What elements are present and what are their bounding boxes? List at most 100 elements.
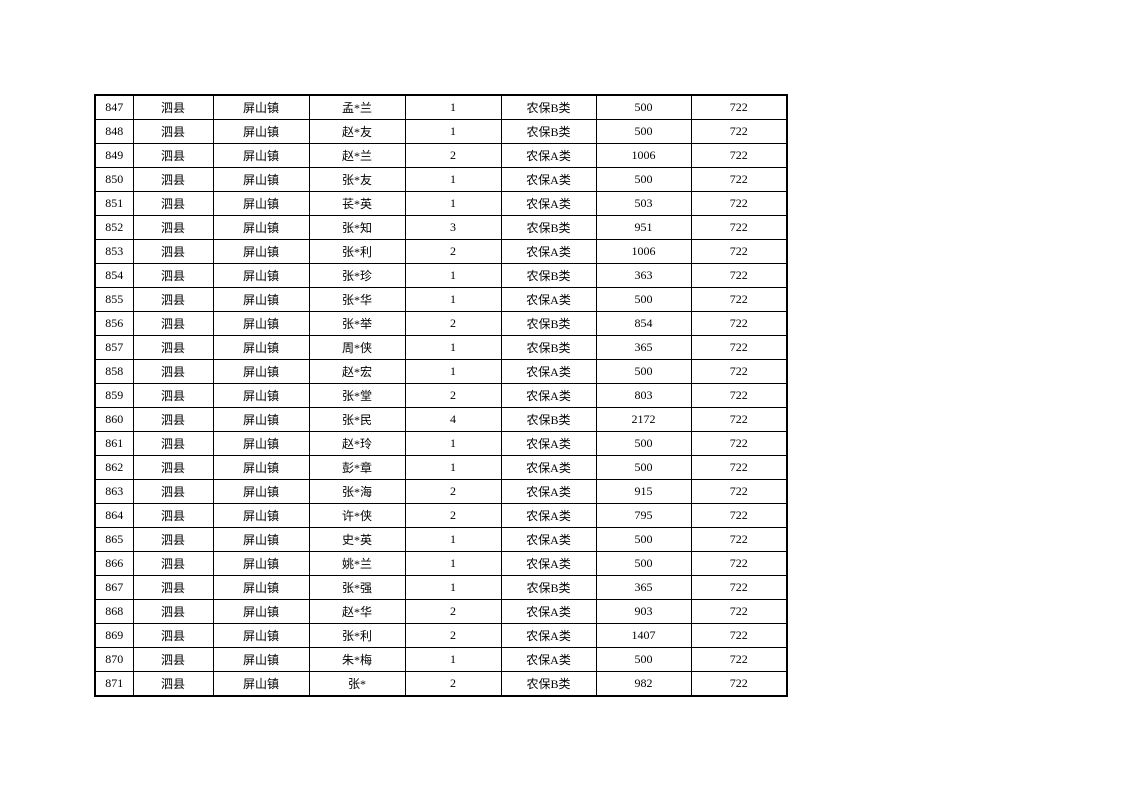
table-cell: 屏山镇 xyxy=(212,191,310,216)
table-cell: 503 xyxy=(595,191,692,216)
table-cell: 农保A类 xyxy=(500,647,597,672)
table-cell: 722 xyxy=(690,94,788,120)
table-cell: 泗县 xyxy=(132,407,214,432)
table-row: 867 泗县 屏山镇 张*强 1 农保B类 365 722 xyxy=(94,575,788,600)
table-cell: 1 xyxy=(404,551,502,576)
table-cell: 500 xyxy=(595,287,692,312)
table-cell: 屏山镇 xyxy=(212,94,310,120)
table-cell: 722 xyxy=(690,359,788,384)
table-cell: 1 xyxy=(404,575,502,600)
table-cell: 农保B类 xyxy=(500,311,597,336)
table-cell: 722 xyxy=(690,119,788,144)
table-cell: 农保A类 xyxy=(500,143,597,168)
table-row: 861 泗县 屏山镇 赵*玲 1 农保A类 500 722 xyxy=(94,431,788,456)
table-cell: 屏山镇 xyxy=(212,143,310,168)
table-cell: 屏山镇 xyxy=(212,647,310,672)
table-cell: 朱*梅 xyxy=(308,647,406,672)
table-cell: 泗县 xyxy=(132,479,214,504)
table-cell: 农保A类 xyxy=(500,383,597,408)
table-cell: 1 xyxy=(404,191,502,216)
table-cell: 赵*友 xyxy=(308,119,406,144)
table-cell: 1 xyxy=(404,167,502,192)
table-cell: 803 xyxy=(595,383,692,408)
table-cell: 泗县 xyxy=(132,311,214,336)
table-cell: 864 xyxy=(94,503,134,528)
table-cell: 屏山镇 xyxy=(212,527,310,552)
table-cell: 张*民 xyxy=(308,407,406,432)
table-cell: 722 xyxy=(690,215,788,240)
table-cell: 农保B类 xyxy=(500,407,597,432)
table-cell: 农保A类 xyxy=(500,431,597,456)
table-cell: 屏山镇 xyxy=(212,575,310,600)
table-cell: 张* xyxy=(308,671,406,697)
table-row: 849 泗县 屏山镇 赵*兰 2 农保A类 1006 722 xyxy=(94,143,788,168)
table-cell: 张*举 xyxy=(308,311,406,336)
table-row: 870 泗县 屏山镇 朱*梅 1 农保A类 500 722 xyxy=(94,647,788,672)
table-cell: 868 xyxy=(94,599,134,624)
table-cell: 869 xyxy=(94,623,134,648)
table-cell: 500 xyxy=(595,119,692,144)
table-cell: 1006 xyxy=(595,143,692,168)
table-cell: 848 xyxy=(94,119,134,144)
table-cell: 农保A类 xyxy=(500,191,597,216)
table-row: 852 泗县 屏山镇 张*知 3 农保B类 951 722 xyxy=(94,215,788,240)
table-cell: 农保B类 xyxy=(500,119,597,144)
table-cell: 2 xyxy=(404,383,502,408)
table-cell: 泗县 xyxy=(132,335,214,360)
table-cell: 泗县 xyxy=(132,287,214,312)
table-cell: 1 xyxy=(404,263,502,288)
table-cell: 1 xyxy=(404,527,502,552)
table-cell: 农保B类 xyxy=(500,671,597,697)
table-cell: 泗县 xyxy=(132,167,214,192)
table-row: 854 泗县 屏山镇 张*珍 1 农保B类 363 722 xyxy=(94,263,788,288)
table-cell: 722 xyxy=(690,503,788,528)
table-cell: 农保A类 xyxy=(500,239,597,264)
table-cell: 722 xyxy=(690,407,788,432)
table-row: 847 泗县 屏山镇 孟*兰 1 农保B类 500 722 xyxy=(94,94,788,120)
table-cell: 365 xyxy=(595,335,692,360)
table-cell: 867 xyxy=(94,575,134,600)
table-cell: 农保A类 xyxy=(500,623,597,648)
table-cell: 856 xyxy=(94,311,134,336)
table-cell: 500 xyxy=(595,527,692,552)
table-cell: 1 xyxy=(404,287,502,312)
table-cell: 屏山镇 xyxy=(212,383,310,408)
table-cell: 赵*华 xyxy=(308,599,406,624)
table-cell: 张*友 xyxy=(308,167,406,192)
table-cell: 857 xyxy=(94,335,134,360)
table-cell: 500 xyxy=(595,94,692,120)
table-cell: 860 xyxy=(94,407,134,432)
table-cell: 851 xyxy=(94,191,134,216)
table-cell: 泗县 xyxy=(132,551,214,576)
table-cell: 屏山镇 xyxy=(212,455,310,480)
table-cell: 张*利 xyxy=(308,623,406,648)
table-cell: 屏山镇 xyxy=(212,599,310,624)
table-cell: 866 xyxy=(94,551,134,576)
table-cell: 722 xyxy=(690,383,788,408)
table-cell: 屏山镇 xyxy=(212,311,310,336)
table-cell: 泗县 xyxy=(132,455,214,480)
table-cell: 史*英 xyxy=(308,527,406,552)
table-cell: 泗县 xyxy=(132,431,214,456)
table-cell: 张*珍 xyxy=(308,263,406,288)
table-row: 848 泗县 屏山镇 赵*友 1 农保B类 500 722 xyxy=(94,119,788,144)
table-cell: 722 xyxy=(690,311,788,336)
table-cell: 1 xyxy=(404,647,502,672)
table-cell: 农保B类 xyxy=(500,94,597,120)
table-cell: 1 xyxy=(404,359,502,384)
table-cell: 泗县 xyxy=(132,623,214,648)
table-cell: 951 xyxy=(595,215,692,240)
table-cell: 2 xyxy=(404,623,502,648)
table-row: 853 泗县 屏山镇 张*利 2 农保A类 1006 722 xyxy=(94,239,788,264)
table-row: 871 泗县 屏山镇 张* 2 农保B类 982 722 xyxy=(94,671,788,697)
table-cell: 1 xyxy=(404,455,502,480)
table-cell: 852 xyxy=(94,215,134,240)
table-cell: 屏山镇 xyxy=(212,119,310,144)
table-row: 864 泗县 屏山镇 许*侠 2 农保A类 795 722 xyxy=(94,503,788,528)
table-cell: 363 xyxy=(595,263,692,288)
table-cell: 农保A类 xyxy=(500,527,597,552)
table-cell: 农保B类 xyxy=(500,575,597,600)
table-cell: 722 xyxy=(690,239,788,264)
table-cell: 姚*兰 xyxy=(308,551,406,576)
